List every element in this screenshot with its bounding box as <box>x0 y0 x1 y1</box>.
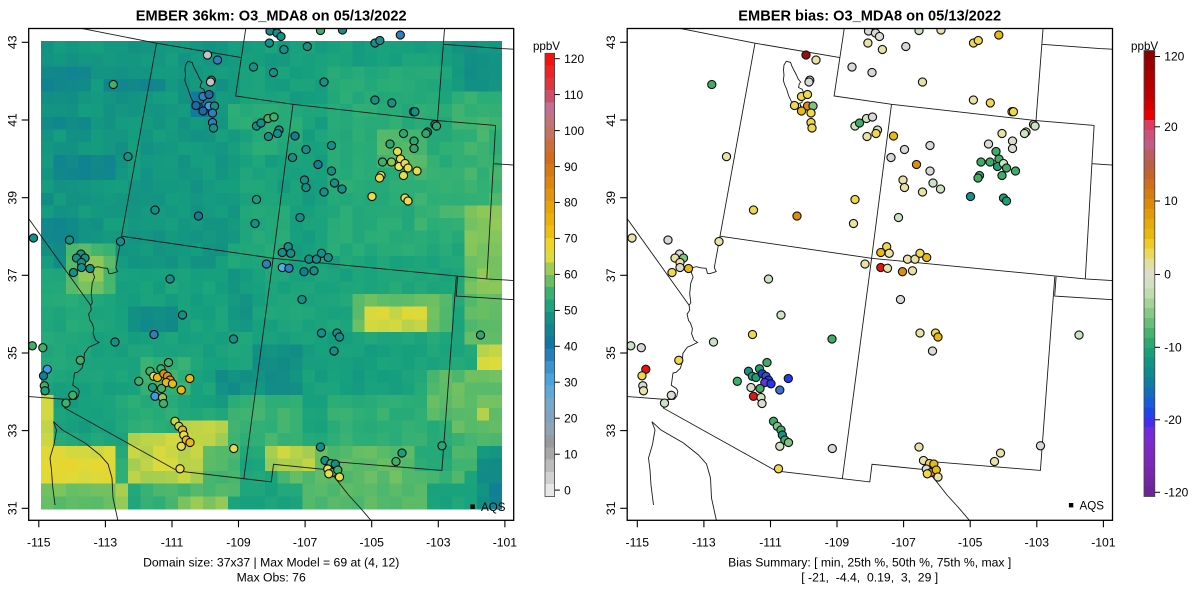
svg-text:20: 20 <box>1164 120 1178 134</box>
svg-text:Max Obs: 76: Max Obs: 76 <box>237 571 306 585</box>
svg-text:37: 37 <box>604 268 618 282</box>
svg-text:120: 120 <box>564 52 584 66</box>
svg-text:35: 35 <box>604 346 618 360</box>
svg-text:-103: -103 <box>1025 536 1050 550</box>
svg-text:-107: -107 <box>891 536 916 550</box>
svg-text:-120: -120 <box>1164 486 1188 500</box>
svg-text:41: 41 <box>604 113 618 127</box>
svg-text:-107: -107 <box>293 536 318 550</box>
svg-text:120: 120 <box>1164 50 1184 64</box>
svg-text:ppbV: ppbV <box>1131 40 1158 53</box>
svg-text:-101: -101 <box>493 536 518 550</box>
svg-text:20: 20 <box>564 411 578 425</box>
svg-text:-105: -105 <box>359 536 384 550</box>
svg-text:-105: -105 <box>958 536 983 550</box>
svg-text:37: 37 <box>6 268 20 282</box>
svg-text:70: 70 <box>564 232 578 246</box>
svg-text:-111: -111 <box>759 536 782 550</box>
svg-text:-109: -109 <box>226 536 251 550</box>
svg-text:39: 39 <box>6 191 20 205</box>
svg-text:-115: -115 <box>27 536 51 550</box>
svg-text:-10: -10 <box>1164 341 1182 355</box>
svg-text:[ -21, -4.4, 0.19, 3, 29 ]: [ -21, -4.4, 0.19, 3, 29 ] <box>801 571 938 585</box>
svg-text:90: 90 <box>564 160 578 174</box>
svg-text:60: 60 <box>564 268 578 282</box>
svg-text:10: 10 <box>1164 194 1178 208</box>
svg-text:31: 31 <box>6 501 20 515</box>
svg-text:50: 50 <box>564 304 578 318</box>
svg-text:-109: -109 <box>825 536 850 550</box>
svg-text:-111: -111 <box>161 536 184 550</box>
svg-text:-113: -113 <box>94 536 118 550</box>
svg-text:Bias Summary: [ min, 25th %, 5: Bias Summary: [ min, 25th %, 50th %, 75t… <box>728 556 1011 570</box>
svg-text:43: 43 <box>6 35 20 49</box>
svg-text:35: 35 <box>6 346 20 360</box>
svg-text:EMBER bias: O3_MDA8 on 05/13/2: EMBER bias: O3_MDA8 on 05/13/2022 <box>738 9 1001 25</box>
svg-text:-101: -101 <box>1091 536 1116 550</box>
svg-text:Domain size: 37x37 | Max Model: Domain size: 37x37 | Max Model = 69 at (… <box>143 556 399 570</box>
svg-text:33: 33 <box>604 424 618 438</box>
svg-text:40: 40 <box>564 340 578 354</box>
svg-text:-103: -103 <box>426 536 451 550</box>
svg-text:EMBER 36km: O3_MDA8 on 05/13/2: EMBER 36km: O3_MDA8 on 05/13/2022 <box>136 9 407 25</box>
svg-text:31: 31 <box>604 501 618 515</box>
svg-text:AQS: AQS <box>481 501 506 514</box>
svg-text:-20: -20 <box>1164 413 1182 427</box>
svg-text:110: 110 <box>564 88 583 102</box>
svg-text:0: 0 <box>564 483 571 497</box>
svg-text:10: 10 <box>564 447 578 461</box>
svg-text:100: 100 <box>564 124 584 138</box>
svg-text:AQS: AQS <box>1080 499 1105 512</box>
svg-text:41: 41 <box>6 113 20 127</box>
svg-text:80: 80 <box>564 196 578 210</box>
svg-text:30: 30 <box>564 375 578 389</box>
svg-text:-115: -115 <box>626 536 650 550</box>
svg-text:43: 43 <box>604 35 618 49</box>
svg-text:0: 0 <box>1164 268 1171 282</box>
svg-text:33: 33 <box>6 424 20 438</box>
svg-text:39: 39 <box>604 191 618 205</box>
svg-text:-113: -113 <box>692 536 716 550</box>
svg-text:ppbV: ppbV <box>533 40 560 53</box>
